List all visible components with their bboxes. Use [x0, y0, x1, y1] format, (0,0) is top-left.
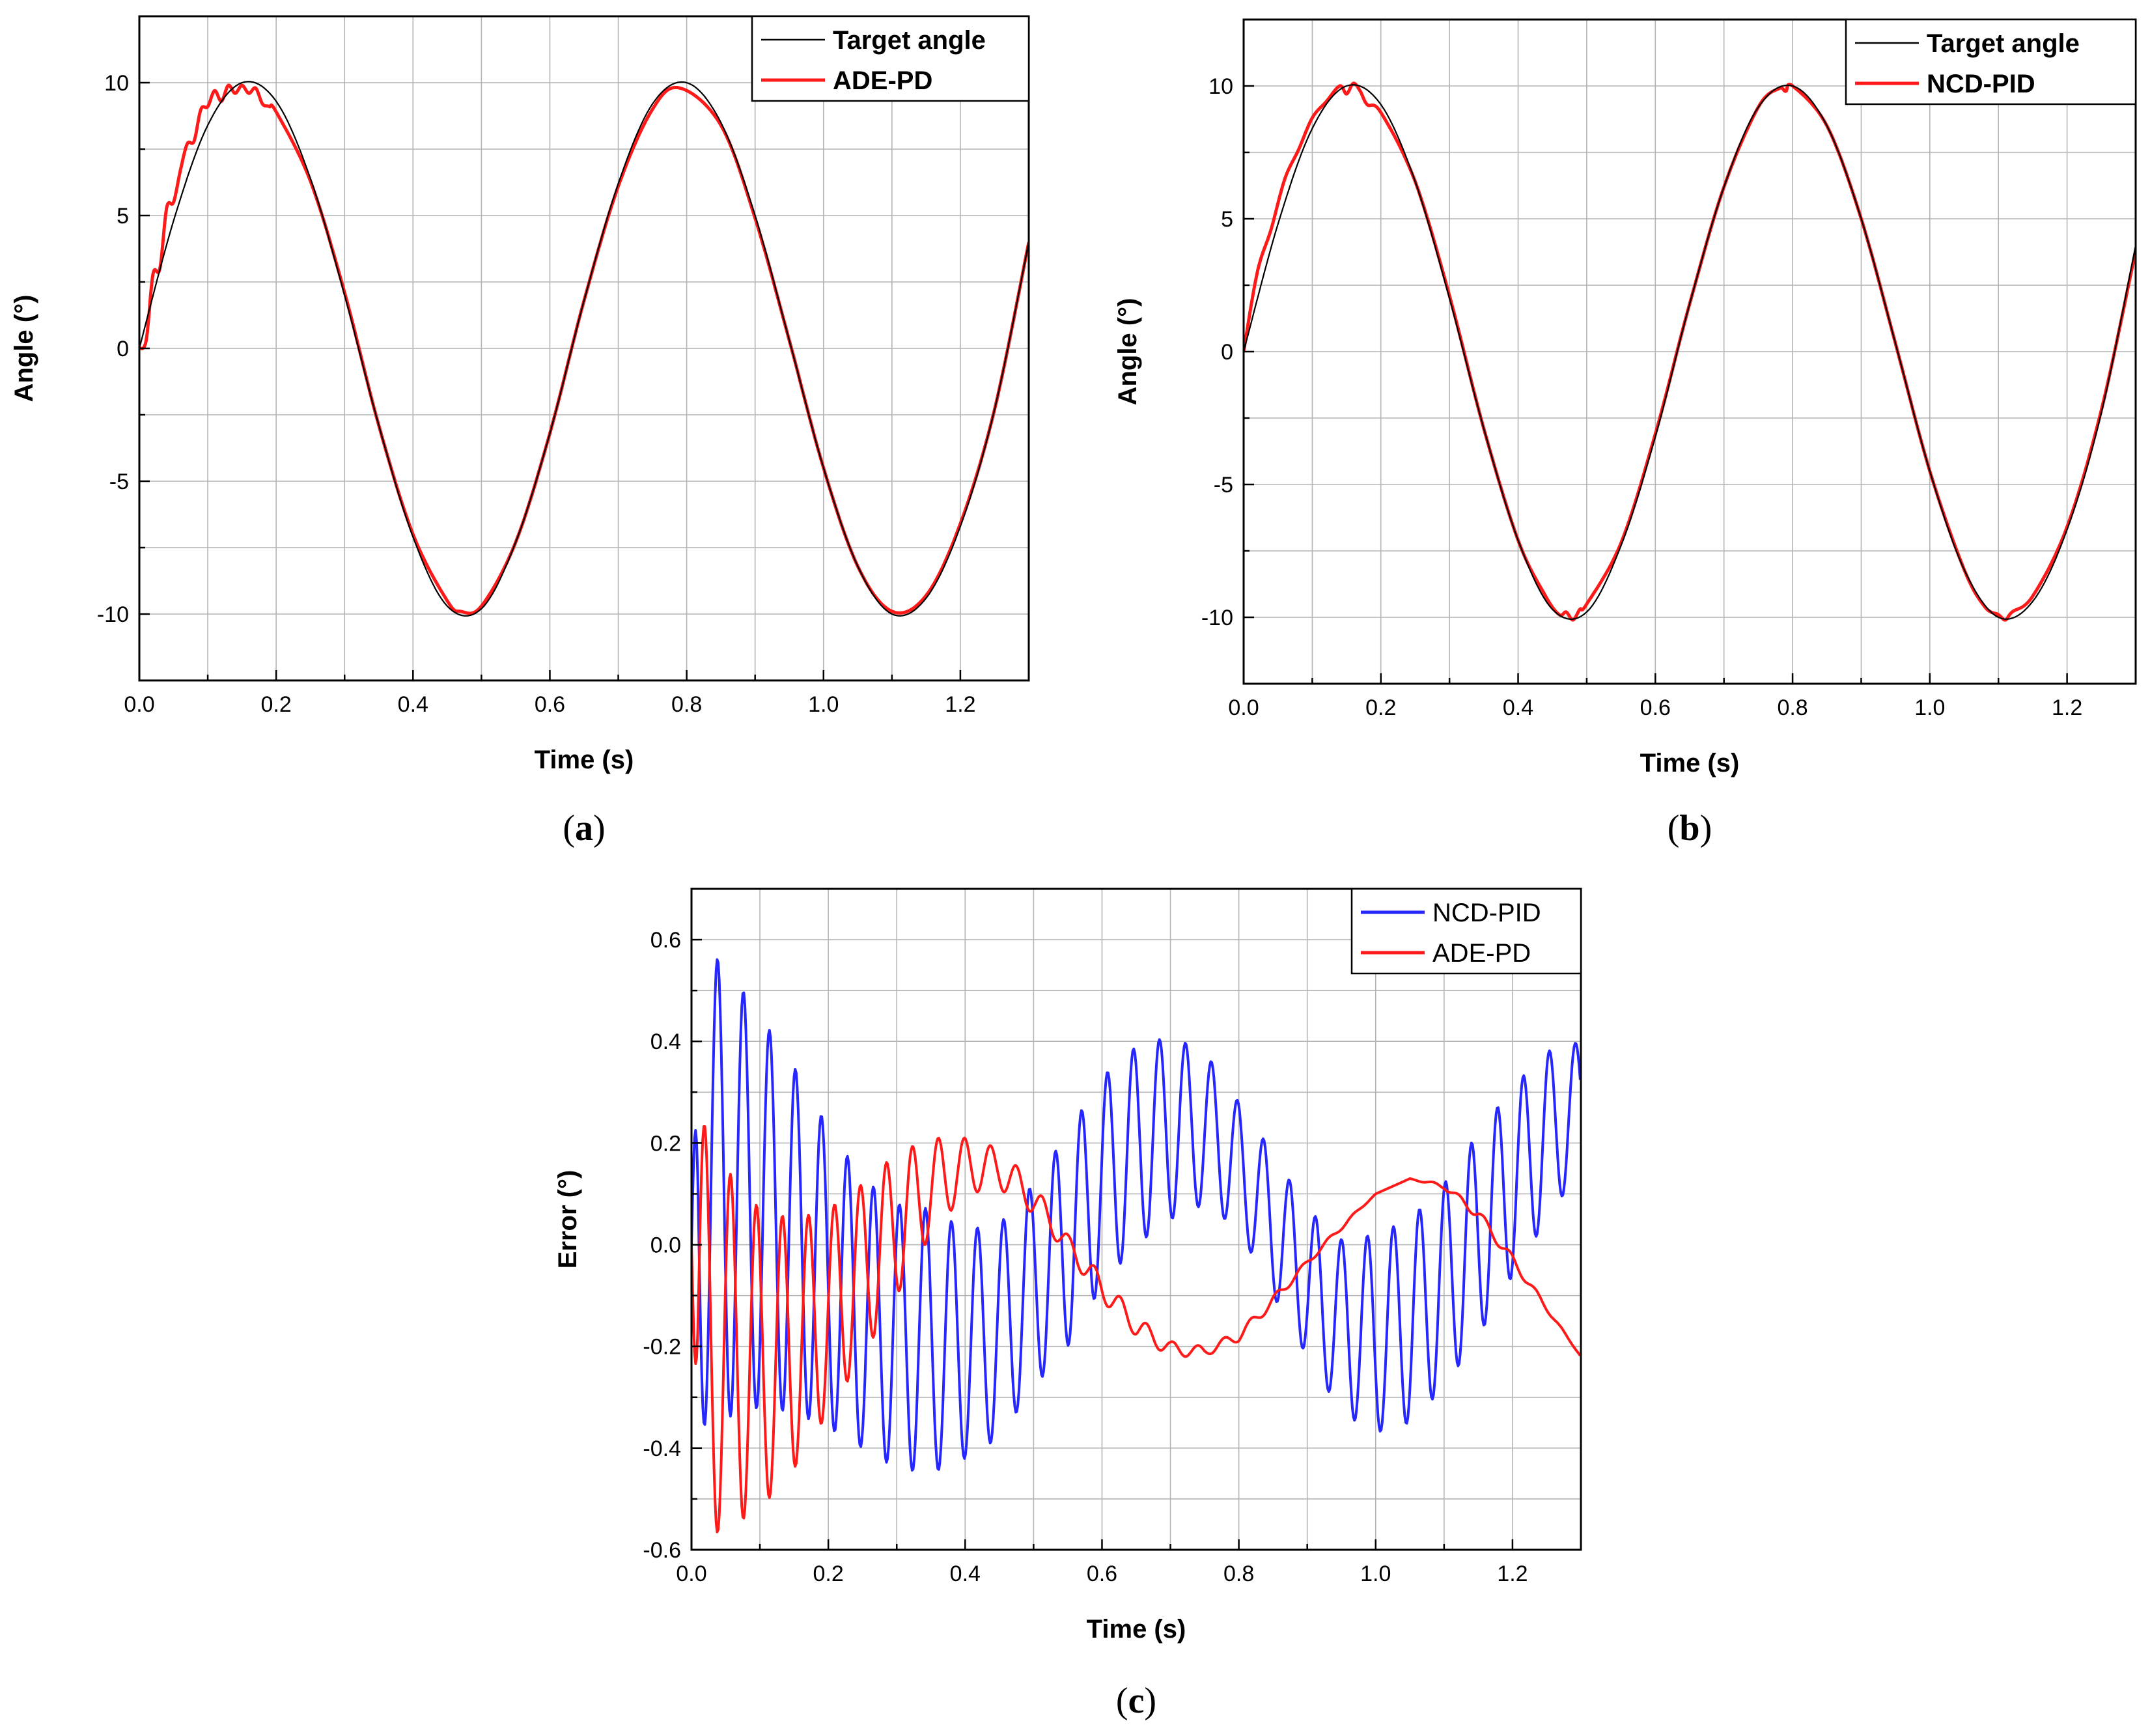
legend-label: Target angle: [833, 26, 986, 55]
y-tick-label: 0.2: [650, 1131, 681, 1156]
x-tick-label: 1.2: [1497, 1561, 1528, 1586]
axis-ticks: [138, 15, 1030, 682]
x-tick-label: 1.0: [1914, 695, 1945, 720]
y-tick-label: 0.4: [650, 1029, 681, 1054]
series-line-ade-pd: [139, 83, 1029, 615]
series-group: [139, 81, 1029, 617]
y-tick-label: 10: [1208, 74, 1233, 99]
y-tick-label: -10: [1201, 606, 1233, 630]
panel-label: (b): [1668, 808, 1712, 848]
y-tick-label: 0.0: [650, 1233, 681, 1258]
legend-label: Target angle: [1927, 29, 2080, 58]
x-tick-label: 1.2: [2052, 695, 2082, 720]
chart-panel-a: 0.0 0.2 0.4 0.6 0.8 1.0 1.2 -10 -5 0 5 10 Time (s) An…: [10, 15, 1030, 848]
chart-panel-c: 0.0 0.2 0.4 0.6 0.8 1.0 1.2 -0.6 -0.4 -0.2 0.0 0.2 0…: [553, 888, 1582, 1721]
legend-box: [1845, 18, 2137, 105]
axis-ticks: [1242, 18, 2137, 685]
plot-frame: [690, 888, 1582, 1551]
y-axis-title: Error (°): [553, 1170, 582, 1269]
x-axis-title: Time (s): [535, 746, 634, 774]
x-tick-label: 0.4: [1503, 695, 1533, 720]
y-tick-label: -5: [1214, 473, 1233, 497]
legend-label: NCD-PID: [1432, 899, 1541, 927]
gridlines: [139, 16, 1029, 681]
y-tick-label: 0.6: [650, 928, 681, 953]
panel-letter: c: [1128, 1681, 1145, 1721]
y-axis-title: Angle (°): [1113, 298, 1142, 406]
legend: Target angle ADE-PD: [751, 15, 1030, 102]
x-tick-label: 1.0: [1360, 1561, 1391, 1586]
legend-box: [751, 15, 1030, 102]
y-tick-label: -0.6: [643, 1538, 681, 1563]
x-tick-label: 0.8: [671, 692, 702, 717]
legend: NCD-PID ADE-PD: [1350, 888, 1582, 975]
y-tick-label: -0.4: [643, 1436, 681, 1461]
gridlines: [1243, 19, 2136, 684]
series-line-ncd-pid: [1244, 81, 2136, 622]
panel-label: (a): [563, 808, 605, 848]
x-tick-label: 0.0: [676, 1561, 706, 1586]
x-tick-label: 0.4: [398, 692, 428, 717]
x-tick-label: 0.8: [1777, 695, 1808, 720]
y-tick-label: 0: [1221, 340, 1233, 365]
legend-box: [1350, 888, 1582, 975]
x-tick-label: 0.6: [1087, 1561, 1117, 1586]
x-tick-label: 0.2: [813, 1561, 844, 1586]
panel-label: (c): [1116, 1681, 1156, 1721]
legend: Target angle NCD-PID: [1845, 18, 2137, 105]
x-axis-title: Time (s): [1640, 749, 1740, 777]
y-tick-label: 5: [117, 204, 129, 229]
axis-ticks: [690, 888, 1582, 1551]
legend-label: ADE-PD: [1432, 939, 1531, 968]
y-tick-label: 10: [104, 71, 129, 96]
series-group: [691, 958, 1581, 1533]
x-tick-label: 0.4: [950, 1561, 981, 1586]
x-tick-label: 0.2: [1365, 695, 1396, 720]
legend-label: ADE-PD: [833, 66, 932, 95]
panel-letter: b: [1679, 808, 1699, 848]
series-line-target-angle: [139, 81, 1029, 617]
legend-label: NCD-PID: [1927, 70, 2035, 98]
x-tick-label: 0.8: [1223, 1561, 1254, 1586]
chart-panel-b: 0.0 0.2 0.4 0.6 0.8 1.0 1.2 -10 -5 0 5 10 Time (s) An…: [1113, 18, 2137, 848]
y-tick-label: -0.2: [643, 1335, 681, 1360]
y-axis-title: Angle (°): [10, 295, 38, 402]
panel-letter: a: [575, 808, 593, 848]
series-line-ncd-pid: [691, 958, 1581, 1472]
series-line-ade-pd: [691, 1125, 1581, 1533]
x-tick-label: 0.0: [1228, 695, 1259, 720]
y-tick-label: -5: [109, 469, 129, 494]
series-group: [1244, 81, 2136, 622]
gridlines: [691, 888, 1582, 1550]
x-tick-label: 1.2: [945, 692, 975, 717]
x-axis-title: Time (s): [1087, 1615, 1186, 1644]
x-tick-label: 1.0: [808, 692, 839, 717]
y-tick-label: 0: [117, 337, 129, 361]
x-tick-label: 0.6: [1640, 695, 1671, 720]
y-tick-label: 5: [1221, 207, 1233, 232]
x-tick-label: 0.0: [124, 692, 154, 717]
series-line-target-angle: [1244, 84, 2136, 620]
y-tick-label: -10: [97, 602, 129, 627]
x-tick-label: 0.2: [261, 692, 292, 717]
x-tick-label: 0.6: [535, 692, 565, 717]
